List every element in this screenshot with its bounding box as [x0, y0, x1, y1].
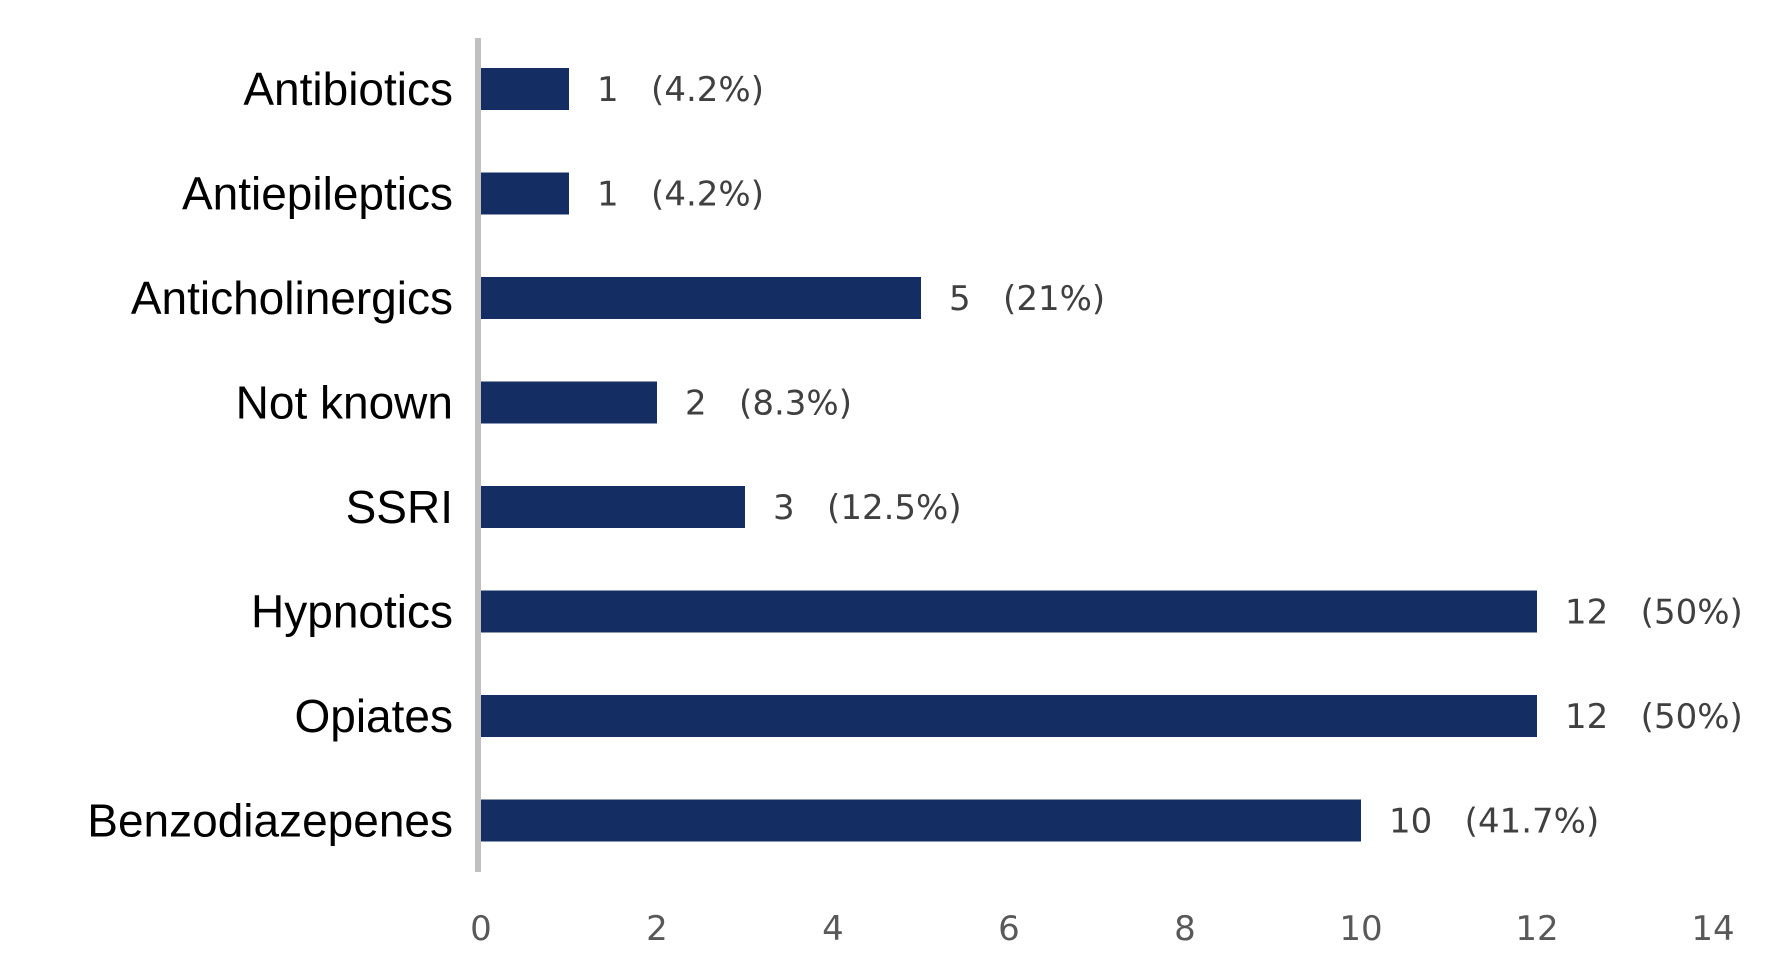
- x-tick-label-2: 2: [646, 909, 668, 949]
- category-label-benzodiazepenes: Benzodiazepenes: [87, 795, 453, 847]
- category-label-anticholinergics: Anticholinergics: [131, 272, 453, 324]
- bar-antiepileptics: [481, 172, 569, 215]
- data-label-opiates: 12 (50%): [1565, 697, 1743, 737]
- category-label-ssri: SSRI: [346, 481, 453, 533]
- category-label-not-known: Not known: [236, 377, 453, 429]
- category-label-antibiotics: Antibiotics: [243, 63, 453, 115]
- data-label-antibiotics: 1 (4.2%): [597, 70, 764, 110]
- bar-ssri: [481, 486, 745, 528]
- data-label-ssri: 3 (12.5%): [773, 488, 962, 528]
- data-label-hypnotics: 12 (50%): [1565, 593, 1743, 633]
- category-label-hypnotics: Hypnotics: [251, 586, 453, 638]
- x-tick-label-8: 8: [1174, 909, 1196, 949]
- data-label-benzodiazepenes: 10 (41.7%): [1389, 802, 1599, 842]
- data-label-antiepileptics: 1 (4.2%): [597, 175, 764, 215]
- x-tick-label-4: 4: [822, 909, 844, 949]
- x-axis-ticks: 0 2 4 6 8 10 12 14: [470, 909, 1734, 949]
- bar-benzodiazepenes: [481, 799, 1361, 842]
- bar-anticholinergics: [481, 277, 921, 319]
- bars-group: [481, 68, 1537, 842]
- category-label-antiepileptics: Antiepileptics: [182, 168, 453, 220]
- x-tick-label-12: 12: [1515, 909, 1558, 949]
- bar-hypnotics: [481, 590, 1537, 633]
- data-label-anticholinergics: 5 (21%): [949, 279, 1105, 319]
- data-label-not-known: 2 (8.3%): [685, 384, 852, 424]
- x-tick-label-10: 10: [1339, 909, 1382, 949]
- bar-antibiotics: [481, 68, 569, 110]
- x-tick-label-14: 14: [1691, 909, 1734, 949]
- x-tick-label-6: 6: [998, 909, 1020, 949]
- data-labels: 1 (4.2%) 1 (4.2%) 5 (21%) 2 (8.3%) 3 (12.5%)…: [597, 70, 1743, 842]
- category-label-opiates: Opiates: [294, 690, 453, 742]
- category-labels: Antibiotics Antiepileptics Anticholinergic…: [87, 63, 453, 847]
- bar-not-known: [481, 381, 657, 424]
- bar-opiates: [481, 695, 1537, 737]
- x-tick-label-0: 0: [470, 909, 492, 949]
